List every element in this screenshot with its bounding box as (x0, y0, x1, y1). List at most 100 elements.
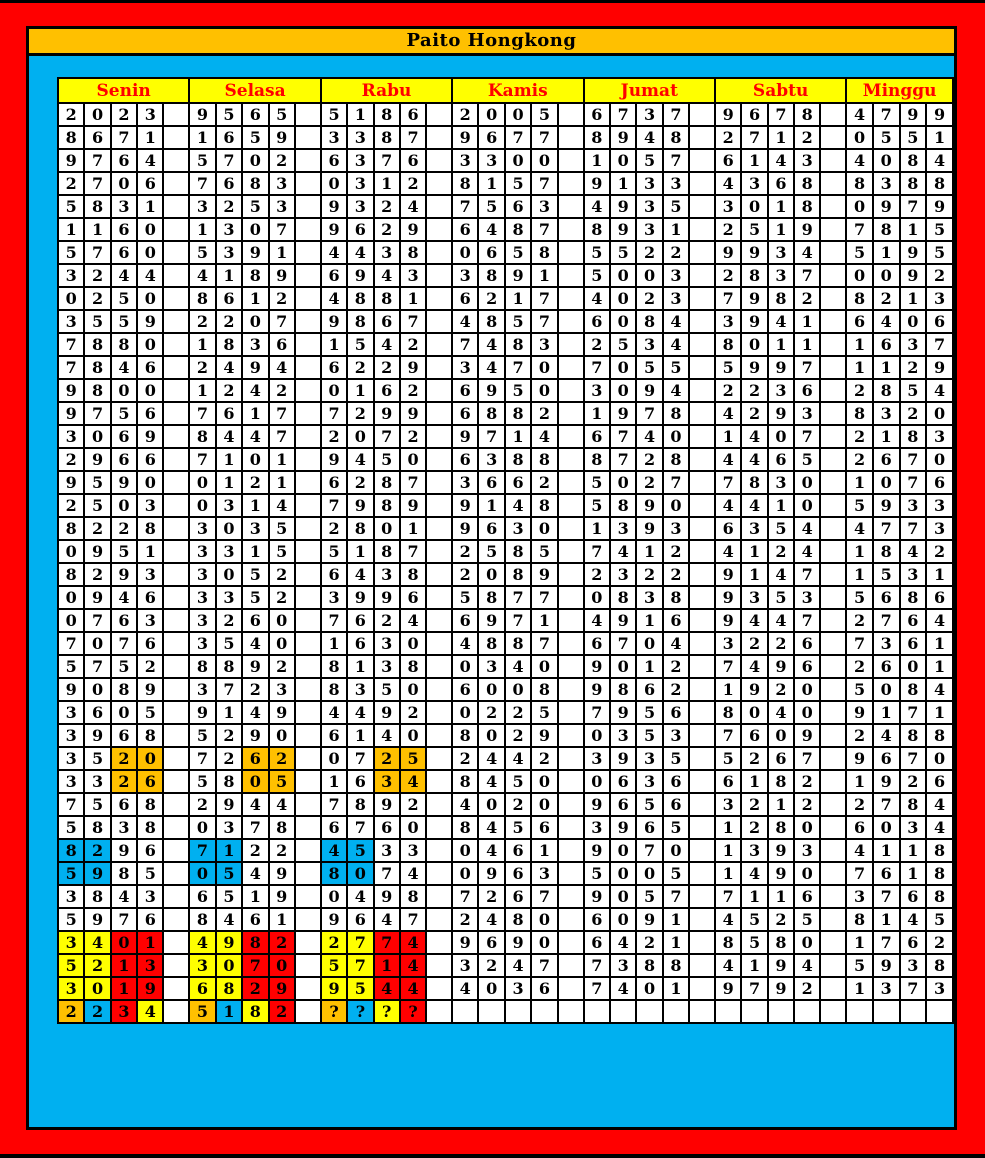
digit-cell: 0 (346, 424, 375, 449)
day-header-rabu: Rabu (319, 77, 454, 104)
digit-cell: 5 (845, 677, 874, 702)
digit-cell: 7 (451, 194, 480, 219)
digit-cell: 8 (871, 378, 901, 403)
digit-cell: 2 (346, 470, 375, 495)
digit-cell: 5 (188, 999, 217, 1024)
digit-cell: 6 (241, 608, 270, 633)
digit-cell: 9 (241, 654, 270, 679)
digit-cell: 8 (661, 125, 691, 150)
spacer-cell (556, 240, 585, 265)
spacer-cell (425, 401, 454, 426)
spacer-cell (162, 884, 191, 909)
digit-cell: 7 (530, 286, 559, 311)
spacer-cell (688, 102, 716, 127)
digit-cell: 3 (56, 700, 86, 725)
spacer-cell (162, 815, 191, 840)
spacer-cell (688, 815, 716, 840)
digit-cell: 3 (188, 608, 217, 633)
digit-cell: 7 (56, 631, 86, 656)
digit-cell: 6 (740, 102, 769, 127)
digit-cell: 9 (925, 194, 954, 219)
digit-cell: 5 (793, 907, 822, 932)
digit-cell: 1 (925, 631, 954, 656)
digit-cell: 8 (83, 378, 112, 403)
digit-cell: 5 (56, 907, 86, 932)
digit-cell: 4 (503, 746, 533, 771)
digit-cell: 5 (241, 194, 270, 219)
digit-cell: 1 (740, 562, 769, 587)
digit-cell: 8 (346, 286, 375, 311)
digit-cell: 9 (582, 677, 611, 702)
digit-cell: 6 (871, 447, 901, 472)
digit-cell: 4 (898, 539, 928, 564)
digit-cell: 5 (241, 125, 270, 150)
digit-cell: 7 (214, 677, 244, 702)
digit-cell: 9 (503, 263, 533, 288)
digit-cell: 6 (109, 424, 139, 449)
digit-cell: 3 (398, 838, 428, 863)
table-row: 2 2 3 4 5 1 8 2???? (56, 999, 954, 1024)
digit-cell: 5 (109, 286, 139, 311)
digit-cell: 9 (372, 792, 401, 817)
digit-cell: 1 (635, 608, 664, 633)
digit-cell: 3 (503, 516, 533, 541)
digit-cell: 9 (136, 976, 165, 1001)
digit-cell: 7 (109, 125, 139, 150)
digit-cell (530, 999, 559, 1024)
digit-cell: 0 (109, 930, 139, 955)
digit-cell: 6 (608, 792, 638, 817)
digit-cell: 8 (503, 332, 533, 357)
spacer-cell (819, 424, 848, 449)
digit-cell: 3 (635, 102, 664, 127)
digit-cell: 8 (845, 171, 874, 196)
digit-cell: 4 (925, 608, 954, 633)
digit-cell: 8 (56, 516, 86, 541)
spacer-cell (819, 700, 848, 725)
digit-cell: 4 (451, 792, 480, 817)
digit-cell: 4 (372, 332, 401, 357)
digit-cell: 9 (56, 401, 86, 426)
spacer-cell (688, 999, 716, 1024)
digit-cell: 8 (793, 194, 822, 219)
spacer-cell (162, 585, 191, 610)
digit-cell: 2 (898, 769, 928, 794)
spacer-cell (293, 999, 322, 1024)
digit-cell (661, 999, 691, 1024)
digit-cell: 8 (188, 654, 217, 679)
digit-cell: 2 (845, 723, 874, 748)
digit-cell: 1 (582, 401, 611, 426)
digit-cell: 4 (109, 585, 139, 610)
spacer-cell (425, 723, 454, 748)
spacer-cell (819, 746, 848, 771)
spacer-cell (293, 631, 322, 656)
digit-cell: 9 (109, 562, 139, 587)
digit-cell: 9 (56, 378, 86, 403)
digit-cell: 6 (136, 838, 165, 863)
digit-cell: 7 (871, 884, 901, 909)
digit-cell: 7 (346, 930, 375, 955)
digit-cell: 3 (56, 723, 86, 748)
digit-cell: 3 (346, 677, 375, 702)
spacer-cell (162, 263, 191, 288)
digit-cell: 7 (608, 424, 638, 449)
spacer-cell (556, 953, 585, 978)
digit-cell: 6 (582, 907, 611, 932)
digit-cell: 7 (635, 401, 664, 426)
digit-cell: 8 (372, 493, 401, 518)
digit-cell: 7 (83, 654, 112, 679)
digit-cell (871, 999, 901, 1024)
digit-cell: 7 (241, 815, 270, 840)
digit-cell: 2 (398, 378, 428, 403)
digit-cell: 5 (319, 539, 349, 564)
digit-cell: 0 (608, 355, 638, 380)
digit-cell: 9 (56, 148, 86, 173)
digit-cell: 9 (319, 907, 349, 932)
spacer-cell (293, 125, 322, 150)
digit-cell: 8 (898, 171, 928, 196)
digit-cell: 4 (845, 102, 874, 127)
digit-cell: 6 (319, 470, 349, 495)
digit-cell: 2 (740, 401, 769, 426)
digit-cell: 8 (109, 677, 139, 702)
